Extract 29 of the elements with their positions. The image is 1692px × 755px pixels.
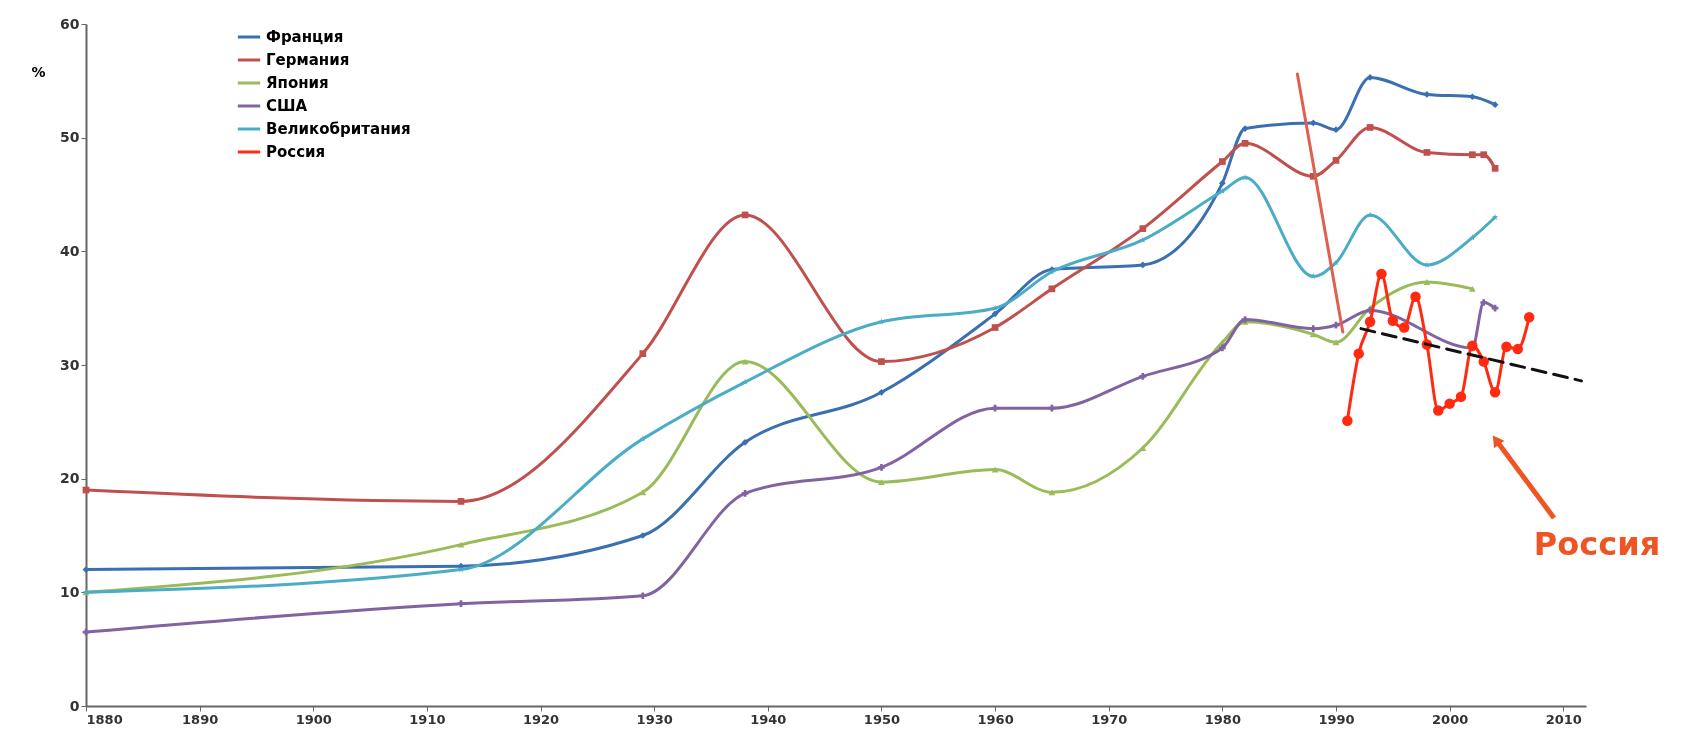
x-tick-label: 1960 [977,711,1014,727]
x-tick-label: 1930 [636,711,673,727]
legend-label: Франция [266,28,344,46]
x-tick-label: 1980 [1204,711,1241,727]
x-tick-label: 1900 [295,711,332,727]
x-tick-label: 2010 [1545,711,1582,727]
x-tick-label: 1950 [863,711,901,727]
annotation: Россия [1533,525,1661,563]
y-tick-label: 10 [60,583,80,600]
y-tick-label: 20 [60,470,80,487]
y-axis-title: % [31,63,46,80]
x-tick-label: 1880 [86,711,123,727]
legend-label: Россия [266,143,326,161]
y-tick-label: 60 [60,15,80,32]
legend-label: США [266,97,308,115]
y-tick-label: 30 [60,356,80,373]
x-tick-label: 2000 [1432,711,1469,727]
y-tick-label: 40 [60,242,80,259]
legend-label: Германия [266,51,350,69]
x-tick-label: 1910 [409,711,446,727]
y-tick-label: 50 [60,129,80,146]
x-tick-label: 1890 [182,711,219,727]
legend-label: Япония [266,74,329,92]
x-tick-label: 1920 [522,711,560,727]
y-tick-label: 0 [69,697,80,714]
x-tick-label: 1940 [750,711,787,727]
x-tick-label: 1970 [1091,711,1128,727]
legend-label: Великобритания [266,120,411,138]
x-tick-label: 1990 [1318,711,1355,727]
